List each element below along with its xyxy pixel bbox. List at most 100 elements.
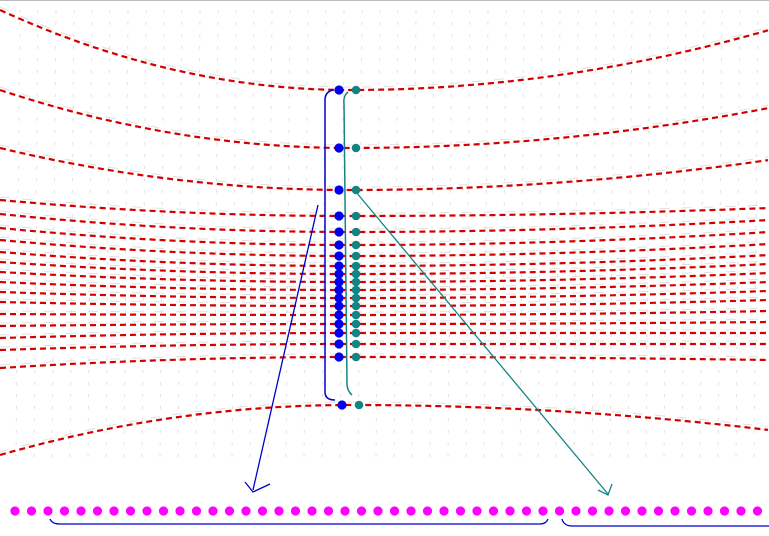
blue-node <box>334 310 344 320</box>
ghost-horizontal-line <box>0 210 769 230</box>
node-points <box>10 85 763 516</box>
magenta-node <box>538 506 548 516</box>
ghost-vertical-line <box>465 9 471 461</box>
teal-node <box>351 240 361 250</box>
magenta-node <box>736 506 746 516</box>
right-arrow-head <box>597 483 613 496</box>
magenta-node <box>571 506 581 516</box>
magenta-node <box>224 506 235 516</box>
ghost-horizontal-line <box>0 287 769 296</box>
left-column-bracket <box>324 89 336 401</box>
ghost-vertical-line <box>51 9 57 461</box>
ghost-horizontal-line <box>0 196 769 214</box>
ghost-vertical-line <box>285 9 291 461</box>
ghost-horizontal-line <box>0 224 769 243</box>
blue-node <box>334 269 344 279</box>
grid-curve <box>0 342 768 352</box>
teal-node <box>351 251 361 261</box>
blue-node <box>334 251 344 261</box>
blue-node <box>334 85 344 95</box>
grid-curve <box>0 238 769 258</box>
brackets <box>49 89 769 527</box>
magenta-node <box>257 506 268 516</box>
teal-node <box>351 211 361 221</box>
magenta-node <box>142 506 152 516</box>
mapping-arrows <box>244 191 613 496</box>
left-mapping-arrow <box>252 204 319 491</box>
ghost-vertical-line <box>33 9 39 461</box>
magenta-node <box>191 506 202 516</box>
ghost-vertical-line <box>249 9 255 461</box>
ghost-horizontal-line <box>0 278 769 288</box>
ghost-horizontal-line <box>0 401 769 453</box>
magenta-node <box>554 506 565 516</box>
magenta-node <box>241 506 251 516</box>
ghost-vertical-line <box>447 9 453 461</box>
teal-node <box>351 85 361 95</box>
teal-node <box>351 227 361 237</box>
magenta-node <box>604 506 614 516</box>
magenta-node <box>472 506 482 516</box>
ghost-vertical-line <box>483 9 489 461</box>
blue-node <box>334 339 344 349</box>
right-mapping-arrow <box>355 191 609 495</box>
grid-curve <box>0 298 769 308</box>
ghost-horizontal-line <box>0 340 768 348</box>
ghost-vertical-line <box>681 9 687 461</box>
ghost-horizontal-line <box>0 144 769 188</box>
teal-node <box>351 293 361 303</box>
teal-node <box>351 339 361 349</box>
ghost-vertical-line <box>105 9 111 461</box>
blue-node <box>334 143 344 153</box>
magenta-node <box>356 506 367 516</box>
ghost-vertical-line <box>375 9 381 461</box>
magenta-node <box>653 506 664 516</box>
magenta-node <box>10 506 20 516</box>
bottom-right-bracket <box>561 518 769 527</box>
ghost-vertical-line <box>573 9 579 461</box>
ghost-vertical-line <box>555 9 561 461</box>
ghost-vertical-line <box>411 9 417 461</box>
teal-node <box>351 185 361 195</box>
ghost-vertical-line <box>735 9 741 461</box>
grid-curve <box>0 289 769 300</box>
blue-node <box>334 227 344 237</box>
magenta-node <box>637 506 647 516</box>
grid-curve <box>0 226 769 247</box>
ghost-vertical-line <box>609 9 615 461</box>
teal-node <box>351 269 361 279</box>
ghost-vertical-line <box>15 9 21 461</box>
magenta-node <box>686 506 697 516</box>
magenta-node <box>340 506 350 516</box>
ghost-horizontal-line <box>0 296 769 304</box>
grid-curve <box>0 320 769 328</box>
teal-node <box>351 285 361 295</box>
grid-curve <box>0 270 769 284</box>
magenta-node <box>422 506 433 516</box>
blue-node <box>334 301 344 311</box>
bottom-left-bracket <box>49 518 549 525</box>
magenta-node <box>26 506 37 516</box>
teal-node <box>351 352 361 362</box>
ghost-horizontal-line <box>0 236 769 254</box>
magenta-node <box>488 506 499 516</box>
magenta-node <box>587 506 598 516</box>
ghost-grid <box>0 6 769 461</box>
grid-curve <box>0 355 769 370</box>
grid-curve <box>0 212 769 234</box>
grid-curve <box>0 309 769 317</box>
grid-curve <box>0 146 769 192</box>
magenta-node <box>505 506 515 516</box>
ghost-vertical-line <box>303 9 309 461</box>
teal-node <box>351 310 361 320</box>
ghost-horizontal-line <box>0 6 769 88</box>
magenta-node <box>92 506 103 516</box>
magenta-node <box>620 506 631 516</box>
red-dashed-grid <box>0 8 769 457</box>
magenta-node <box>158 506 169 516</box>
blue-node <box>334 277 344 287</box>
magenta-node <box>290 506 301 516</box>
blue-node <box>337 400 347 410</box>
ghost-vertical-line <box>429 9 435 461</box>
